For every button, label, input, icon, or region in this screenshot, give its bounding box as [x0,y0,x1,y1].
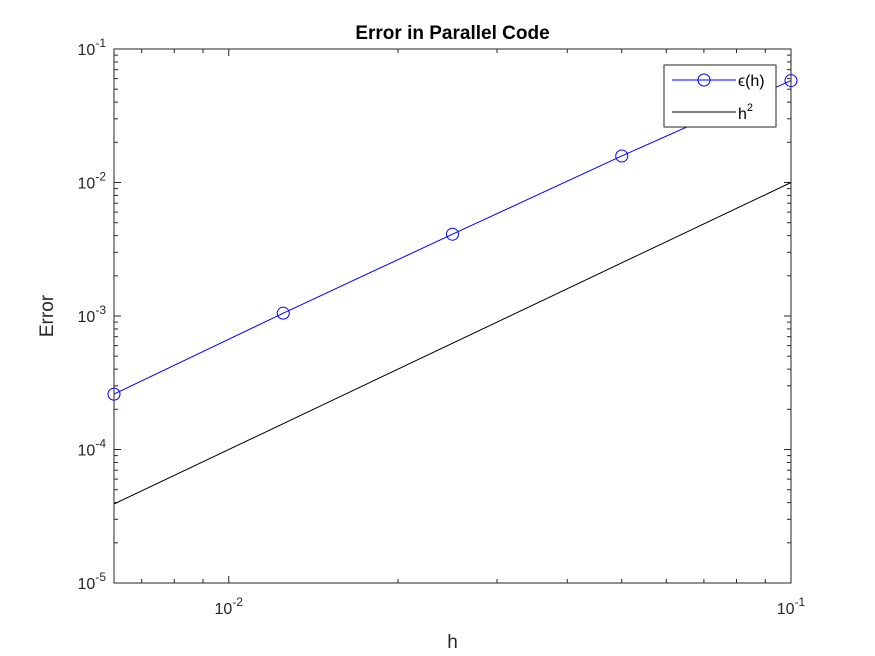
y-tick-label-base: 10 [78,176,96,193]
legend-box [663,64,777,128]
series-marker-0 [446,227,459,241]
y-tick-label: 10-4 [78,437,107,460]
y-tick-label-base: 10 [78,576,96,593]
tick-marks [114,48,792,584]
plot-frame [113,48,792,584]
y-tick-label: 10-1 [78,36,107,59]
legend-label-h2-base: h [738,106,747,123]
y-tick-label-exp: -4 [95,437,106,451]
x-tick-label-base: 10 [215,601,233,618]
legend: ϵ(h) h2 [663,64,777,128]
y-axis-label: Error [37,294,58,337]
y-tick-label-exp: -1 [95,36,106,50]
y-tick-label-base: 10 [78,309,96,326]
legend-marker-eps [697,73,711,87]
x-tick-label-exp: -1 [795,595,806,609]
legend-label-h2: h2 [738,102,753,123]
x-tick-label: 10-1 [777,595,806,618]
y-tick-label-base: 10 [78,42,96,59]
y-tick-label: 10-5 [78,570,107,593]
legend-label-h2-exp: 2 [747,102,753,114]
tick-labels: 10-2 10-110-510-410-310-210-1 [78,36,806,618]
y-tick-label: 10-2 [78,170,107,193]
series-line-1 [113,182,792,505]
series-line-0 [113,80,792,395]
series-marker-0 [615,149,629,163]
y-tick-label-exp: -3 [95,303,106,317]
series-layer [107,74,798,505]
x-axis-label: h [447,632,458,653]
x-tick-label-exp: -2 [232,595,243,609]
plot-area [114,49,791,583]
series-marker-0 [276,306,290,320]
x-tick-label-base: 10 [777,601,795,618]
chart-title: Error in Parallel Code [355,23,549,44]
y-tick-label-exp: -2 [95,170,106,184]
y-tick-label-exp: -5 [95,570,106,584]
y-tick-label-base: 10 [78,443,96,460]
legend-label-eps: ϵ(h) [738,73,765,90]
y-tick-label: 10-3 [78,303,107,326]
x-tick-label: 10-2 [215,595,244,618]
